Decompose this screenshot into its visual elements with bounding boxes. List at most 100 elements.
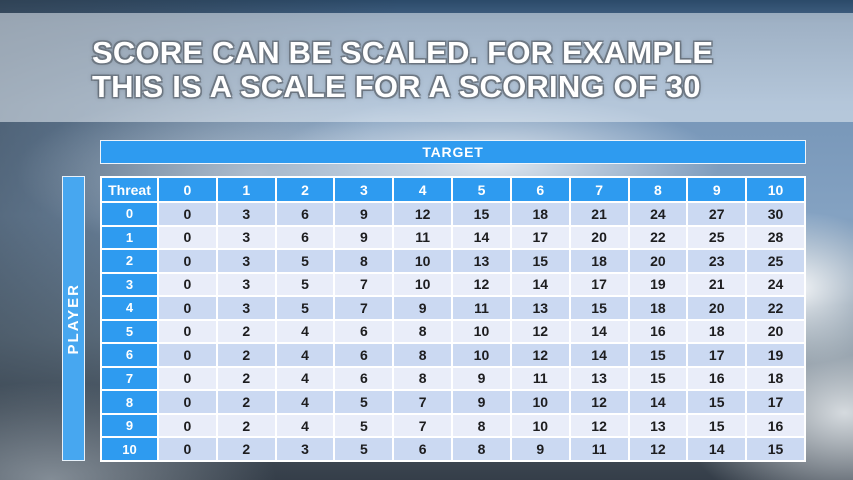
- target-column-header: 9: [686, 176, 748, 203]
- score-row: 7 0 2 4 6 8 9 11 13 15 16 18: [100, 365, 806, 392]
- score-cell: 10: [509, 389, 571, 415]
- score-cell: 3: [215, 201, 277, 227]
- score-cell: 14: [568, 342, 630, 368]
- score-cell: 10: [392, 271, 454, 298]
- target-column-header: 8: [627, 176, 689, 203]
- score-cell: 15: [686, 412, 748, 439]
- score-cell: 25: [686, 224, 748, 251]
- score-cell: 16: [745, 412, 806, 439]
- score-cell: 7: [333, 295, 395, 321]
- score-cell: 0: [157, 318, 218, 345]
- score-cell: 22: [627, 224, 689, 251]
- score-cell: 21: [686, 271, 748, 298]
- score-cell: 0: [157, 342, 218, 368]
- score-cell: 14: [627, 389, 689, 415]
- score-cell: 12: [451, 271, 512, 298]
- score-cell: 12: [392, 201, 454, 227]
- threat-row-header: 5: [100, 318, 159, 345]
- score-cell: 14: [686, 436, 748, 462]
- score-cell: 8: [451, 436, 512, 462]
- score-cell: 4: [274, 412, 336, 439]
- score-cell: 18: [568, 248, 630, 274]
- score-cell: 5: [274, 295, 336, 321]
- score-cell: 15: [568, 295, 630, 321]
- score-table: Threat 0 1 2 3 4 5 6 7 8 9 10 0 0 3 6 9 12 15 18 21 24 27 30 1…: [100, 176, 806, 462]
- score-cell: 0: [157, 271, 218, 298]
- score-cell: 21: [568, 201, 630, 227]
- slide-title-line-1: SCORE CAN BE SCALED. FOR EXAMPLE: [92, 35, 714, 70]
- score-cell: 3: [215, 271, 277, 298]
- score-row: 0 0 3 6 9 12 15 18 21 24 27 30: [100, 201, 806, 227]
- score-row: 4 0 3 5 7 9 11 13 15 18 20 22: [100, 295, 806, 321]
- score-cell: 10: [451, 342, 512, 368]
- score-cell: 0: [157, 412, 218, 439]
- score-cell: 15: [451, 201, 512, 227]
- score-cell: 25: [745, 248, 806, 274]
- score-cell: 5: [274, 248, 336, 274]
- score-cell: 12: [568, 389, 630, 415]
- score-cell: 14: [451, 224, 512, 251]
- score-cell: 9: [333, 224, 395, 251]
- score-cell: 17: [568, 271, 630, 298]
- score-cell: 3: [215, 248, 277, 274]
- score-row: 8 0 2 4 5 7 9 10 12 14 15 17: [100, 389, 806, 415]
- score-cell: 2: [215, 436, 277, 462]
- score-cell: 16: [627, 318, 689, 345]
- threat-corner-cell: Threat: [100, 176, 159, 203]
- score-cell: 14: [509, 271, 571, 298]
- score-cell: 5: [333, 389, 395, 415]
- player-axis-header: PLAYER: [62, 176, 85, 461]
- threat-row-header: 4: [100, 295, 159, 321]
- score-cell: 20: [627, 248, 689, 274]
- score-row: 3 0 3 5 7 10 12 14 17 19 21 24: [100, 271, 806, 298]
- score-cell: 0: [157, 201, 218, 227]
- score-cell: 18: [745, 365, 806, 392]
- score-cell: 20: [745, 318, 806, 345]
- score-cell: 18: [686, 318, 748, 345]
- threat-row-header: 1: [100, 224, 159, 251]
- score-cell: 11: [392, 224, 454, 251]
- score-cell: 5: [333, 412, 395, 439]
- target-column-header: 5: [451, 176, 512, 203]
- score-cell: 27: [686, 201, 748, 227]
- score-table-body: 0 0 3 6 9 12 15 18 21 24 27 30 1 0 3 6 9 11 14 17 20 22 25 28 2 0…: [100, 201, 806, 462]
- score-cell: 14: [568, 318, 630, 345]
- threat-row-header: 3: [100, 271, 159, 298]
- threat-row-header: 2: [100, 248, 159, 274]
- score-cell: 24: [627, 201, 689, 227]
- score-cell: 9: [333, 201, 395, 227]
- score-cell: 28: [745, 224, 806, 251]
- score-cell: 0: [157, 365, 218, 392]
- score-cell: 18: [627, 295, 689, 321]
- score-cell: 15: [745, 436, 806, 462]
- threat-row-header: 9: [100, 412, 159, 439]
- score-cell: 0: [157, 248, 218, 274]
- score-cell: 4: [274, 318, 336, 345]
- score-cell: 7: [392, 389, 454, 415]
- score-cell: 3: [274, 436, 336, 462]
- score-cell: 4: [274, 342, 336, 368]
- target-column-header: 3: [333, 176, 395, 203]
- target-column-header: 7: [568, 176, 630, 203]
- score-cell: 12: [509, 342, 571, 368]
- score-cell: 5: [274, 271, 336, 298]
- score-cell: 19: [627, 271, 689, 298]
- score-cell: 18: [509, 201, 571, 227]
- score-cell: 0: [157, 436, 218, 462]
- score-row: 6 0 2 4 6 8 10 12 14 15 17 19: [100, 342, 806, 368]
- score-cell: 8: [392, 365, 454, 392]
- score-cell: 3: [215, 224, 277, 251]
- target-column-header: 2: [274, 176, 336, 203]
- score-cell: 2: [215, 365, 277, 392]
- score-cell: 2: [215, 318, 277, 345]
- target-axis-header: TARGET: [100, 140, 806, 164]
- score-cell: 2: [215, 389, 277, 415]
- threat-row-header: 8: [100, 389, 159, 415]
- score-cell: 8: [392, 342, 454, 368]
- score-cell: 12: [509, 318, 571, 345]
- score-cell: 12: [568, 412, 630, 439]
- score-cell: 8: [392, 318, 454, 345]
- score-cell: 24: [745, 271, 806, 298]
- score-cell: 11: [509, 365, 571, 392]
